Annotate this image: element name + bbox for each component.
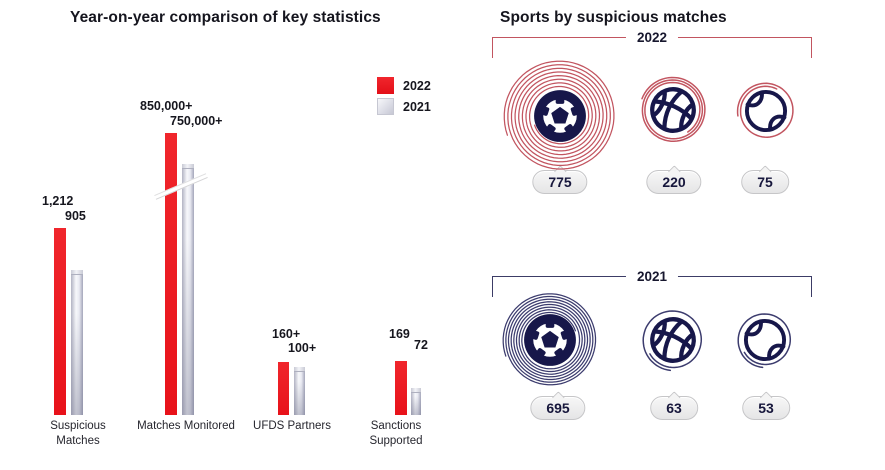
year-label-2022: 2022 [625,30,679,46]
basketball-icon [648,315,698,365]
tennis-2021-group [735,310,794,369]
badge-basketball-2021: 63 [650,390,698,420]
value-monitored-2022: 850,000+ [140,99,193,113]
value-sanctions-2021: 72 [414,338,428,352]
value-ufds-2021: 100+ [288,341,317,355]
legend-item-2022: 2022 [377,77,431,94]
value-ufds-2022: 160+ [272,327,301,341]
legend-item-2021: 2021 [377,98,431,115]
football-icon [524,314,576,366]
football-2021-group [501,291,599,389]
football-2022-group [502,58,618,174]
right-chart-title: Sports by suspicious matches [500,9,727,26]
bar-ufds-partners-2021 [294,367,305,415]
basketball-icon [648,85,698,135]
badge-football-2022: 775 [532,164,588,194]
value-suspicious-2021: 905 [65,209,86,223]
bar-matches-monitored-2021 [182,164,194,415]
year-bracket-2021: 2021 [492,269,812,297]
axis-break-slash [154,173,208,200]
tennis-icon [743,318,786,361]
spiral-decoration [736,82,794,138]
legend-label-2021: 2021 [403,99,431,114]
value-suspicious-2022: 1,212 [42,194,74,208]
year-bracket-2022: 2022 [492,30,812,58]
bar-sanctions-supported-2021 [411,388,421,415]
badge-tennis-2021: 53 [742,390,790,420]
value-monitored-2021: 750,000+ [170,114,223,128]
badge-basketball-2022: 220 [646,164,702,194]
bracket-tick-right [811,276,812,297]
bar-suspicious-matches-2022 [54,228,66,415]
badge-football-2021: 695 [530,390,586,420]
bar-sanctions-supported-2022 [395,361,407,415]
bracket-tick-left [492,37,493,58]
bracket-tick-left [492,276,493,297]
legend: 2022 2021 [377,77,431,119]
legend-swatch-2022 [377,77,394,94]
spiral-decoration [641,76,706,143]
legend-label-2022: 2022 [403,78,431,93]
tennis-icon [744,89,787,132]
bar-matches-monitored-2022 [165,133,177,415]
spiral-decoration [736,312,791,368]
spiral-decoration [502,293,597,386]
value-sanctions-2022: 169 [389,327,410,341]
year-label-2021: 2021 [625,269,679,285]
left-chart-title: Year-on-year comparison of key statistic… [70,9,381,26]
spiral-decoration [503,60,615,170]
bracket-tick-right [811,37,812,58]
basketball-2022-group [638,75,708,145]
category-matches-monitored: Matches Monitored [137,420,235,432]
bar-ufds-partners-2022 [278,362,289,415]
legend-swatch-2021 [377,98,394,115]
tennis-2022-group [735,80,796,141]
category-ufds-partners: UFDS Partners [253,420,331,432]
badge-tennis-2022: 75 [741,164,789,194]
category-sanctions-supported: Sanctions Supported [369,420,423,447]
spiral-decoration [641,309,702,371]
football-icon [534,90,586,142]
basketball-2021-group [640,307,705,372]
bar-suspicious-matches-2021 [71,270,83,415]
category-suspicious-matches: Suspicious Matches [50,420,106,447]
